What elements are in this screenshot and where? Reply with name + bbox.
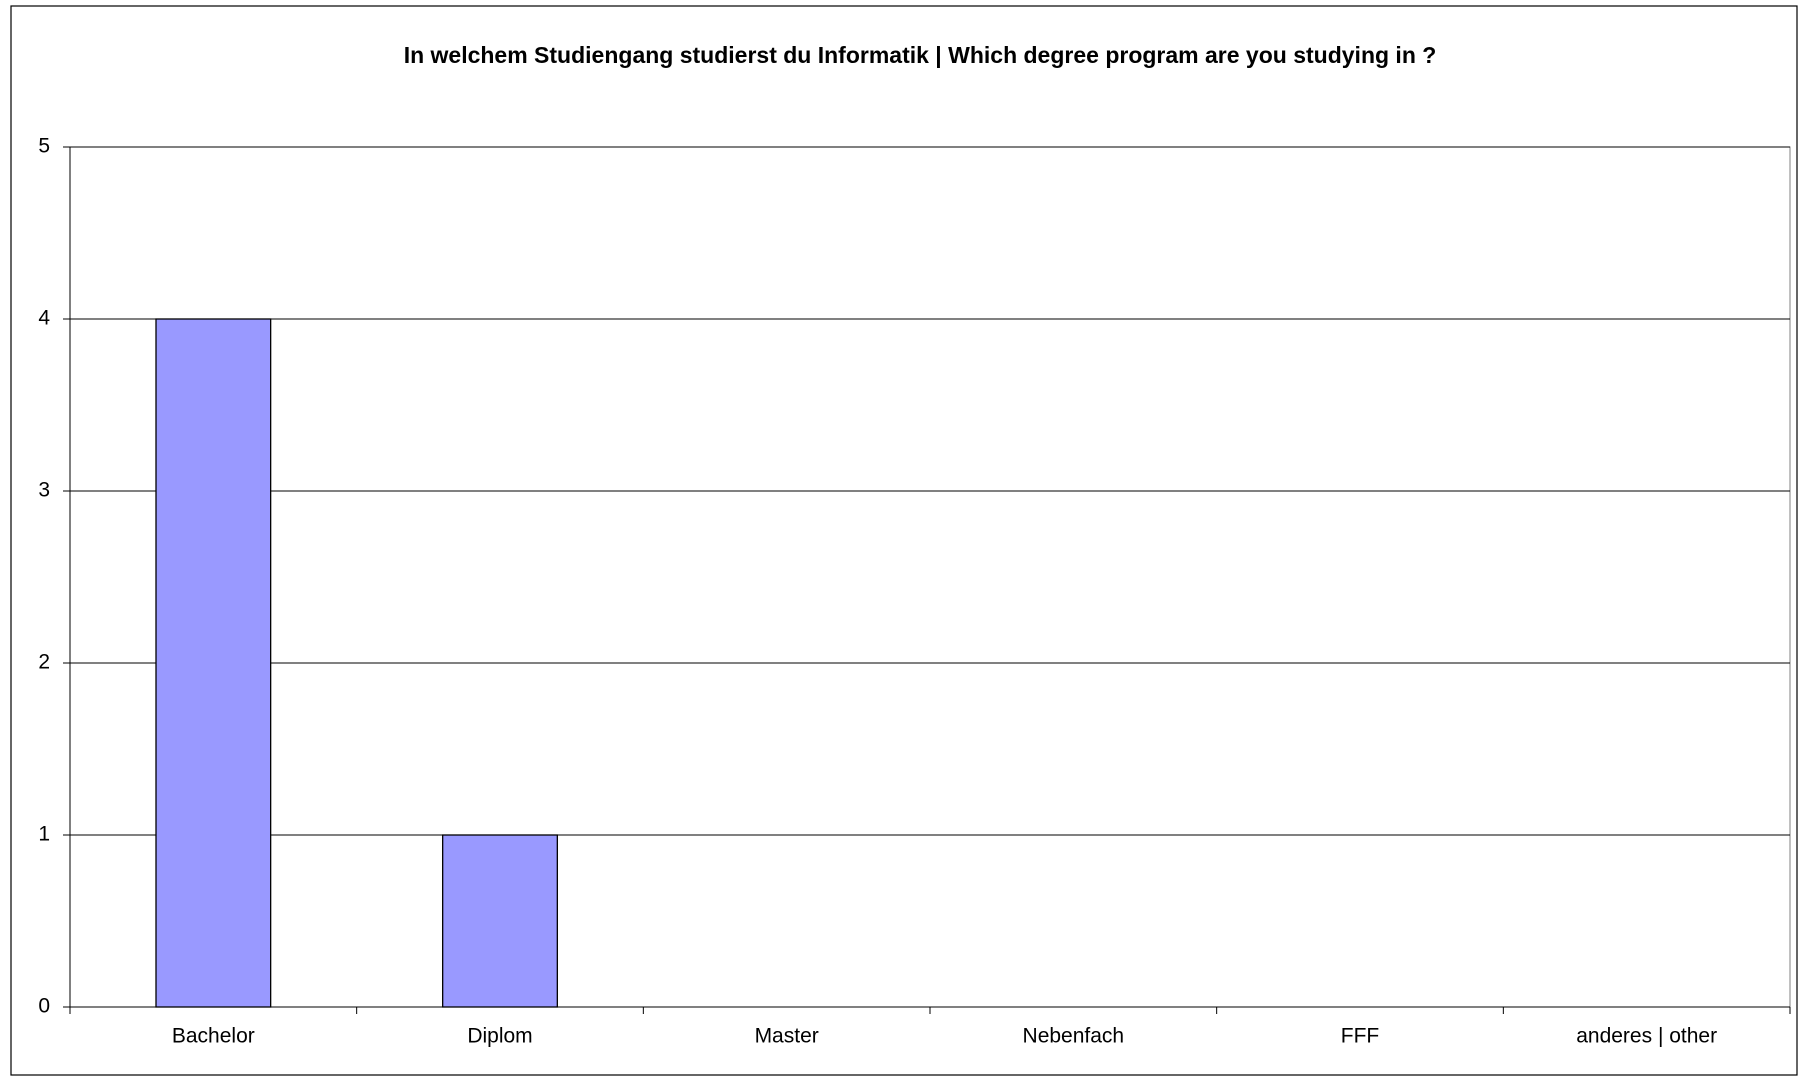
x-tick-label: Nebenfach xyxy=(1023,1025,1125,1048)
bar xyxy=(442,834,558,1008)
plot-area xyxy=(69,146,1791,1008)
y-tick-label: 2 xyxy=(38,651,50,674)
x-tick-label: anderes | other xyxy=(1576,1025,1717,1048)
y-tick-label: 4 xyxy=(38,307,50,330)
chart-title: In welchem Studiengang studierst du Info… xyxy=(404,42,1437,68)
bar xyxy=(155,318,272,1008)
x-tick-label: Diplom xyxy=(467,1025,532,1048)
x-tick-label: FFF xyxy=(1341,1025,1379,1048)
y-tick-label: 3 xyxy=(38,479,50,502)
x-tick-label: Master xyxy=(755,1025,819,1048)
y-tick-label: 1 xyxy=(38,823,50,846)
y-tick-label: 5 xyxy=(38,135,50,158)
y-tick-label: 0 xyxy=(38,995,50,1018)
x-tick-label: Bachelor xyxy=(172,1025,255,1048)
